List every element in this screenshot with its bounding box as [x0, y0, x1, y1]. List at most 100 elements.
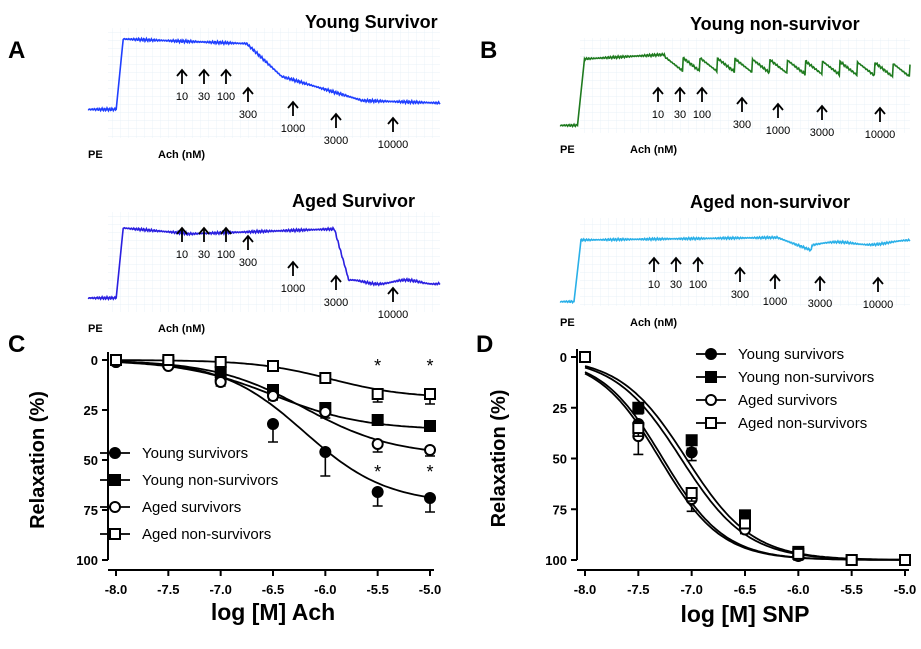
dose-arrow: 30 — [198, 226, 210, 261]
data-point — [214, 376, 227, 388]
x-tick-label: -5.5 — [366, 582, 388, 597]
trace-as: Aged Survivor PE Ach (nM) 10 30 100 300 1000 300… — [87, 191, 441, 335]
data-point — [632, 422, 645, 435]
dose-arrow: 300 — [239, 234, 257, 269]
legend-item: Aged non-survivors — [100, 526, 271, 543]
trace-grid — [108, 28, 440, 138]
x-tick-label: -6.5 — [262, 582, 284, 597]
dose-label: 10000 — [378, 309, 409, 321]
significance-star: * — [426, 462, 433, 482]
legend-label: Young non-survivors — [738, 369, 874, 386]
data-point — [424, 444, 436, 456]
x-tick-label: -5.0 — [419, 582, 441, 597]
pe-label: PE — [88, 323, 103, 335]
trace-grid — [580, 218, 910, 306]
data-point — [424, 492, 436, 504]
dose-label: 10 — [176, 249, 188, 261]
dose-label: 1000 — [763, 296, 787, 308]
dose-label: 300 — [239, 109, 257, 121]
dose-label: 1000 — [281, 283, 305, 295]
x-tick-label: -8.0 — [574, 582, 596, 597]
significance-star: * — [374, 356, 381, 376]
dose-label: 10000 — [865, 129, 896, 141]
data-point — [845, 554, 858, 566]
data-point — [319, 372, 332, 384]
x-axis-label: log [M] Ach — [211, 599, 335, 625]
x-tick-label: -5.0 — [894, 582, 916, 597]
dose-arrow: 100 — [689, 256, 707, 291]
dose-label: 10 — [176, 91, 188, 103]
dose-label: 100 — [217, 249, 235, 261]
trace-line — [559, 235, 911, 305]
ach-label: Ach (nM) — [630, 144, 677, 156]
data-point — [899, 554, 911, 566]
y-tick-label: 75 — [553, 502, 567, 517]
trace-yn: Young non-survivor PE Ach (nM) 10 30 100 300 10… — [559, 14, 911, 156]
ach-label: Ach (nM) — [630, 317, 677, 329]
dose-label: 30 — [674, 109, 686, 121]
y-tick-label: 75 — [84, 503, 98, 518]
x-tick-label: -6.0 — [314, 582, 336, 597]
dose-arrow: 10 — [652, 86, 664, 121]
legend-marker — [109, 474, 121, 486]
dose-arrow: 3000 — [810, 104, 834, 139]
series-aged-non-survivors — [579, 351, 911, 566]
trace-line — [87, 226, 441, 301]
dose-arrow: 3000 — [324, 112, 348, 147]
dose-arrow: 100 — [217, 226, 235, 261]
dose-label: 1000 — [281, 123, 305, 135]
dose-arrow: 1000 — [281, 260, 305, 295]
trace-ys: Young Survivor PE Ach (nM) 10 30 100 300 1000 30… — [87, 12, 441, 161]
y-tick-label: 0 — [91, 353, 98, 368]
pe-label: PE — [88, 149, 103, 161]
y-tick-label: 100 — [76, 553, 98, 568]
dose-arrow: 10 — [648, 256, 660, 291]
dose-arrow: 10 — [176, 68, 188, 103]
dose-arrow: 300 — [733, 96, 751, 131]
panel-label-b: B — [480, 37, 497, 64]
trace-title: Young Survivor — [305, 12, 438, 32]
dose-label: 10000 — [863, 299, 894, 311]
dose-arrow: 10 — [176, 226, 188, 261]
data-point — [162, 354, 175, 366]
dose-label: 300 — [731, 289, 749, 301]
dose-label: 100 — [689, 279, 707, 291]
data-point — [267, 390, 279, 402]
dose-arrow: 30 — [674, 86, 686, 121]
pe-label: PE — [560, 144, 575, 156]
dose-arrow: 300 — [239, 86, 257, 121]
legend-marker — [109, 501, 121, 513]
data-point — [739, 517, 751, 530]
data-point — [214, 366, 227, 378]
dose-label: 30 — [198, 91, 210, 103]
legend-item: Young survivors — [696, 346, 844, 363]
dose-arrow: 10000 — [863, 276, 894, 311]
dose-arrow: 30 — [198, 68, 210, 103]
data-point — [685, 487, 698, 500]
series-aged-non-survivors — [110, 354, 436, 405]
dose-arrow: 100 — [693, 86, 711, 121]
dose-label: 100 — [217, 91, 235, 103]
chart-d: 0 25 50 75 100 -8.0 -7.5 -7.0 -6.5 -6.0 -5.5 -5.0 lo… — [488, 346, 916, 627]
data-point — [792, 547, 805, 560]
dose-label: 3000 — [808, 298, 832, 310]
legend-marker — [705, 371, 717, 383]
legend-item: Aged non-survivors — [696, 415, 867, 432]
legend-marker — [109, 447, 121, 459]
dose-arrow: 300 — [731, 266, 749, 301]
y-tick-label: 50 — [84, 453, 98, 468]
dose-arrow: 10000 — [378, 286, 409, 321]
dose-arrow: 3000 — [808, 275, 832, 310]
data-point — [319, 406, 332, 418]
data-point — [110, 354, 122, 366]
y-tick-label: 25 — [553, 401, 567, 416]
dose-arrow: 30 — [670, 256, 682, 291]
legend-label: Aged survivors — [738, 392, 837, 409]
trace-grid — [108, 212, 440, 312]
data-point — [424, 420, 436, 432]
legend-item: Young survivors — [100, 445, 248, 462]
trace-title: Aged Survivor — [292, 191, 415, 211]
dose-arrow: 1000 — [763, 273, 787, 308]
y-tick-label: 50 — [553, 452, 567, 467]
dose-label: 300 — [239, 257, 257, 269]
